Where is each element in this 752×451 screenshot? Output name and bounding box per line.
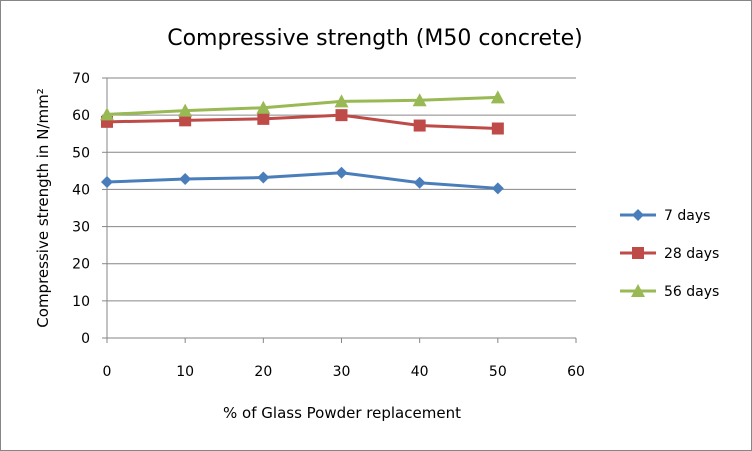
x-tick-label-60: 60 <box>567 364 585 380</box>
y-tick-label-50: 50 <box>72 145 90 161</box>
series-layer <box>100 90 505 195</box>
data-point-28-days-20 <box>257 112 270 125</box>
y-tick-labels: 0 10 20 30 40 50 60 70 <box>72 71 90 347</box>
data-point-56-days-20 <box>256 100 271 114</box>
data-point-7-days-20 <box>257 171 270 184</box>
legend-item-56-days: 56 days <box>620 284 719 300</box>
data-point-7-days-50 <box>491 182 504 195</box>
series-line-28-days <box>106 113 498 131</box>
x-tick-label-0: 0 <box>103 364 112 380</box>
x-tick-label-50: 50 <box>489 364 507 380</box>
y-tick-label-60: 60 <box>72 108 90 124</box>
y-tick-label-10: 10 <box>72 294 90 310</box>
y-tick-label-20: 20 <box>72 257 90 273</box>
series-56-days <box>100 90 505 121</box>
x-tick-labels: 0 10 20 30 40 50 60 <box>103 364 585 380</box>
data-point-56-days-30 <box>334 94 349 108</box>
legend-label-28-days: 28 days <box>664 246 719 262</box>
data-point-28-days-10 <box>179 114 192 127</box>
y-tick-label-70: 70 <box>72 71 90 87</box>
data-point-7-days-0 <box>101 176 113 188</box>
series-7-days <box>101 166 504 195</box>
y-tick-label-30: 30 <box>72 220 90 236</box>
data-point-28-days-40 <box>413 119 426 132</box>
legend-marker-28-days <box>632 247 644 259</box>
data-point-28-days-50 <box>491 122 504 135</box>
legend-marker-7-days <box>632 209 644 221</box>
legend: 7 days 28 days 56 days <box>620 208 719 300</box>
series-line-7-days <box>106 171 498 190</box>
data-point-56-days-50 <box>490 90 505 104</box>
y-tick-label-0: 0 <box>81 331 90 347</box>
legend-marker-56-days <box>631 284 645 297</box>
data-point-56-days-10 <box>178 103 193 117</box>
x-tick-label-20: 20 <box>254 364 272 380</box>
x-tick-label-10: 10 <box>176 364 194 380</box>
data-point-56-days-0 <box>100 107 114 121</box>
data-point-28-days-30 <box>335 109 348 122</box>
legend-label-56-days: 56 days <box>664 284 719 300</box>
legend-item-28-days: 28 days <box>620 246 719 262</box>
x-tick-label-30: 30 <box>333 364 351 380</box>
x-axis-title: % of Glass Powder replacement <box>223 404 461 422</box>
chart-title: Compressive strength (M50 concrete) <box>167 26 583 51</box>
legend-label-7-days: 7 days <box>664 208 710 224</box>
legend-item-7-days: 7 days <box>620 208 710 224</box>
data-point-7-days-30 <box>335 166 348 179</box>
series-line-56-days <box>106 95 498 116</box>
data-point-7-days-40 <box>413 176 426 189</box>
y-tick-label-40: 40 <box>72 182 90 198</box>
x-tick-label-40: 40 <box>411 364 429 380</box>
y-axis-title: Compressive strength in N/mm² <box>34 88 52 327</box>
data-point-56-days-40 <box>412 93 427 107</box>
data-point-7-days-10 <box>179 173 192 186</box>
